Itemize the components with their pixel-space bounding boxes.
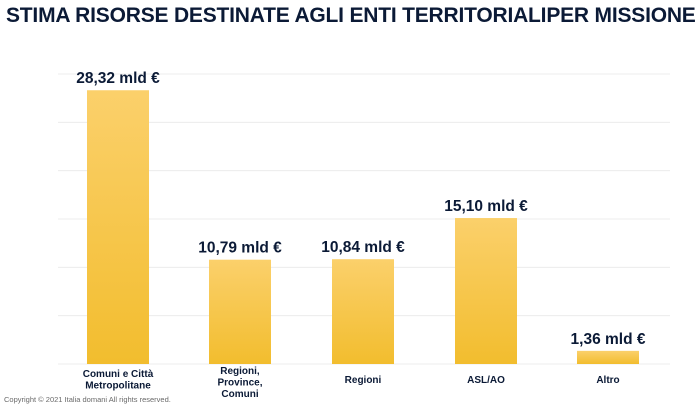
category-label-line: ASL/AO bbox=[467, 375, 505, 386]
bar-value-label: 28,32 mld € bbox=[76, 70, 160, 87]
bar-value-label: 1,36 mld € bbox=[571, 331, 646, 348]
value-labels: 28,32 mld € 10,79 mld € 10,84 mld € 15,10 m… bbox=[76, 70, 646, 348]
category-label-line: Regioni bbox=[345, 375, 382, 386]
category-label: Regioni bbox=[345, 375, 382, 386]
category-label: ASL/AO bbox=[467, 375, 505, 386]
bar bbox=[332, 259, 394, 364]
category-label-line: Comuni bbox=[221, 389, 258, 400]
category-label: Comuni e Città Metropolitane bbox=[83, 369, 154, 392]
category-label-line: Altro bbox=[596, 375, 619, 386]
bar-value-label: 15,10 mld € bbox=[444, 198, 528, 215]
copyright-footer: Copyright © 2021 Italia domani All right… bbox=[4, 395, 171, 404]
bar bbox=[455, 218, 517, 364]
bar bbox=[209, 259, 271, 364]
category-label-line: Regioni, bbox=[220, 366, 260, 377]
bar-value-label: 10,84 mld € bbox=[321, 239, 405, 256]
category-label: Regioni, Province, Comuni bbox=[217, 366, 262, 400]
category-label-line: Metropolitane bbox=[85, 381, 151, 392]
bar bbox=[577, 350, 639, 364]
category-label-line: Comuni e Città bbox=[83, 369, 154, 380]
category-label: Altro bbox=[596, 375, 619, 386]
bar-value-label: 10,79 mld € bbox=[198, 240, 282, 257]
category-label-line: Province, bbox=[217, 378, 262, 389]
bar bbox=[87, 90, 149, 365]
category-labels: Comuni e Città Metropolitane Regioni, Provi… bbox=[83, 366, 620, 400]
page-title: STIMA RISORSE DESTINATE AGLI ENTI TERRIT… bbox=[6, 4, 696, 27]
bars bbox=[87, 90, 639, 365]
